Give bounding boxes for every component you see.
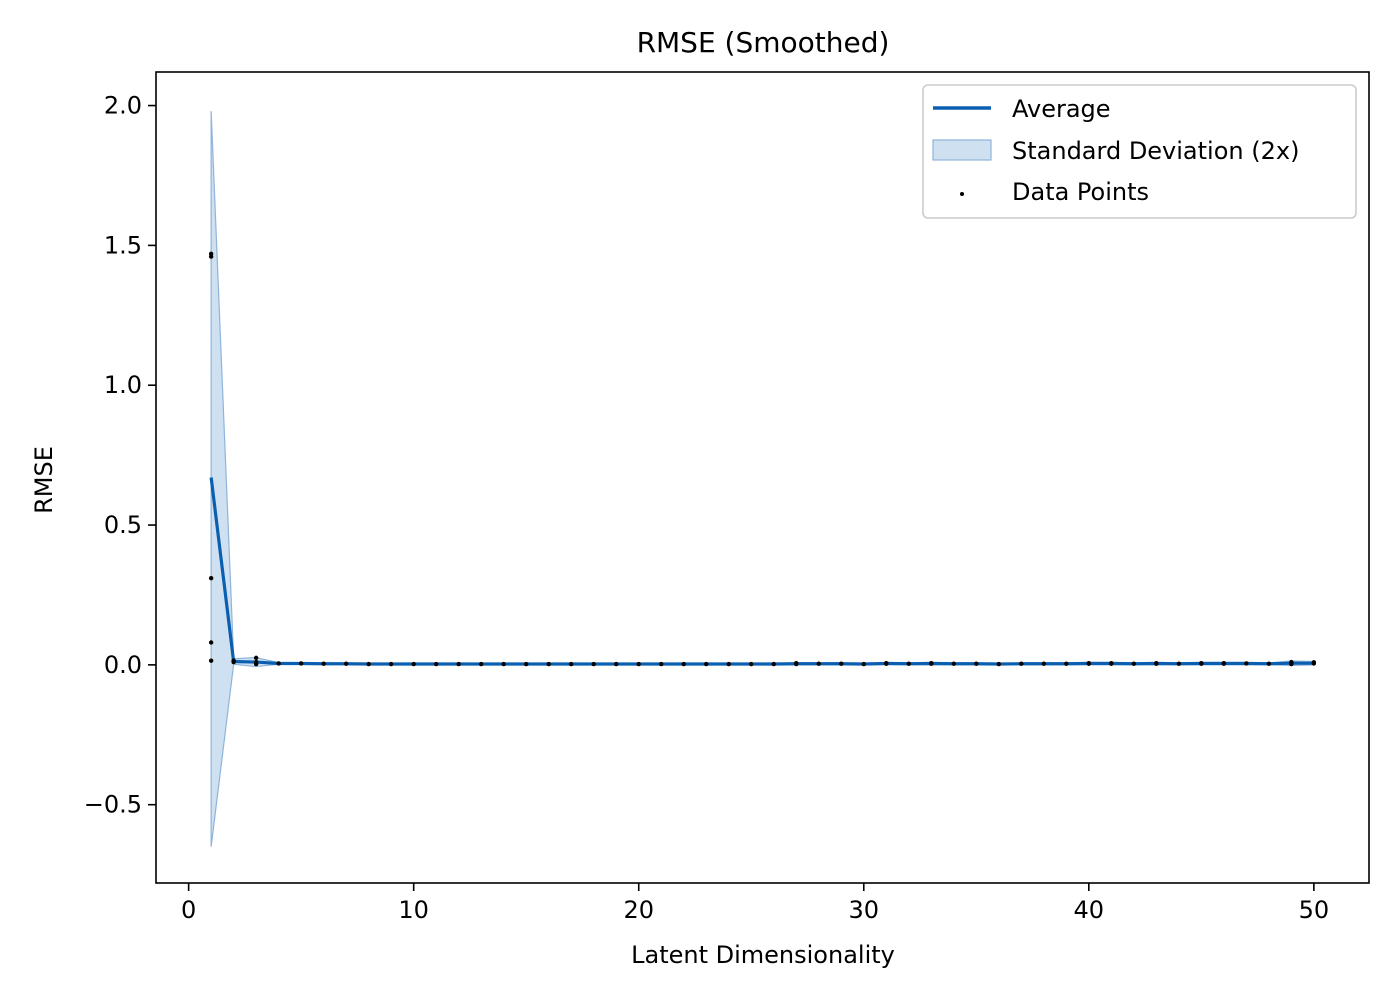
data-point xyxy=(636,661,641,667)
legend-swatch-data-points xyxy=(960,192,964,196)
y-axis-label: RMSE xyxy=(30,446,58,514)
data-point xyxy=(546,661,551,667)
y-tick-label: −0.5 xyxy=(84,791,142,819)
y-tick-label: 1.5 xyxy=(104,231,142,259)
x-tick-label: 40 xyxy=(1074,896,1105,924)
data-point xyxy=(794,661,799,667)
data-point xyxy=(1019,661,1024,666)
data-point xyxy=(1086,661,1092,666)
data-point xyxy=(321,661,326,666)
data-point xyxy=(569,661,574,667)
plot-area xyxy=(208,111,1317,847)
data-point xyxy=(771,661,776,667)
data-point xyxy=(591,661,596,667)
data-point xyxy=(298,661,304,666)
y-tick-label: 2.0 xyxy=(104,92,142,120)
data-point xyxy=(749,661,754,667)
data-point xyxy=(343,661,349,666)
data-points-layer xyxy=(208,251,1317,667)
legend-swatch-std-band xyxy=(932,139,992,161)
data-point xyxy=(1041,661,1047,666)
y-axis-ticks: −0.5 0.0 0.5 1.0 1.5 2.0 xyxy=(84,92,156,819)
data-point xyxy=(253,655,259,661)
data-point xyxy=(208,575,214,581)
data-point xyxy=(929,661,934,666)
legend-label-std-band: Standard Deviation (2x) xyxy=(1012,137,1299,165)
average-line-layer xyxy=(209,477,1314,666)
x-axis-ticks: 0 10 20 30 40 50 xyxy=(181,883,1329,924)
data-point xyxy=(906,661,911,666)
data-point xyxy=(1289,661,1294,667)
data-point xyxy=(1176,661,1182,666)
x-tick-label: 50 xyxy=(1299,896,1330,924)
data-point xyxy=(1266,661,1272,666)
x-axis-label: Latent Dimensionality xyxy=(631,941,895,969)
data-point xyxy=(1221,661,1227,666)
data-point xyxy=(996,661,1001,667)
data-point xyxy=(366,661,371,667)
data-point xyxy=(816,661,821,666)
data-point xyxy=(614,661,619,667)
data-point xyxy=(1154,661,1159,666)
data-point xyxy=(1064,661,1069,666)
data-point xyxy=(1131,661,1137,666)
legend: Average Standard Deviation (2x) Data Poi… xyxy=(922,84,1357,219)
data-point xyxy=(726,661,731,667)
y-tick-label: 0.5 xyxy=(104,511,142,539)
data-point xyxy=(456,661,461,667)
data-point xyxy=(524,661,529,667)
data-point xyxy=(1244,661,1249,666)
data-point xyxy=(861,661,866,667)
legend-label-average: Average xyxy=(1012,95,1111,123)
data-point xyxy=(1311,661,1317,666)
data-point xyxy=(478,661,484,667)
data-point xyxy=(704,661,709,667)
data-point xyxy=(208,658,214,663)
chart-title: RMSE (Smoothed) xyxy=(637,26,890,59)
x-tick-label: 20 xyxy=(623,896,654,924)
data-point xyxy=(681,661,686,667)
data-point xyxy=(1199,661,1204,666)
data-point xyxy=(433,661,439,667)
data-point xyxy=(974,661,979,666)
data-point xyxy=(659,661,664,667)
legend-label-data-points: Data Points xyxy=(1012,178,1149,206)
data-point xyxy=(839,661,844,666)
x-tick-label: 10 xyxy=(398,896,429,924)
y-tick-label: 1.0 xyxy=(104,371,142,399)
x-tick-label: 30 xyxy=(848,896,879,924)
data-point xyxy=(231,659,236,665)
data-point xyxy=(884,661,889,666)
data-point xyxy=(253,661,259,667)
data-point xyxy=(388,661,394,667)
data-point xyxy=(411,661,416,667)
data-point xyxy=(208,251,214,256)
legend-box xyxy=(922,84,1357,219)
x-tick-label: 0 xyxy=(181,896,196,924)
data-point xyxy=(501,661,506,667)
data-point xyxy=(208,640,214,645)
average-line xyxy=(209,477,1314,666)
data-point xyxy=(276,661,281,666)
y-tick-label: 0.0 xyxy=(104,651,142,679)
data-point xyxy=(951,661,956,666)
axes-frame xyxy=(155,71,1370,884)
data-point xyxy=(1109,661,1114,666)
